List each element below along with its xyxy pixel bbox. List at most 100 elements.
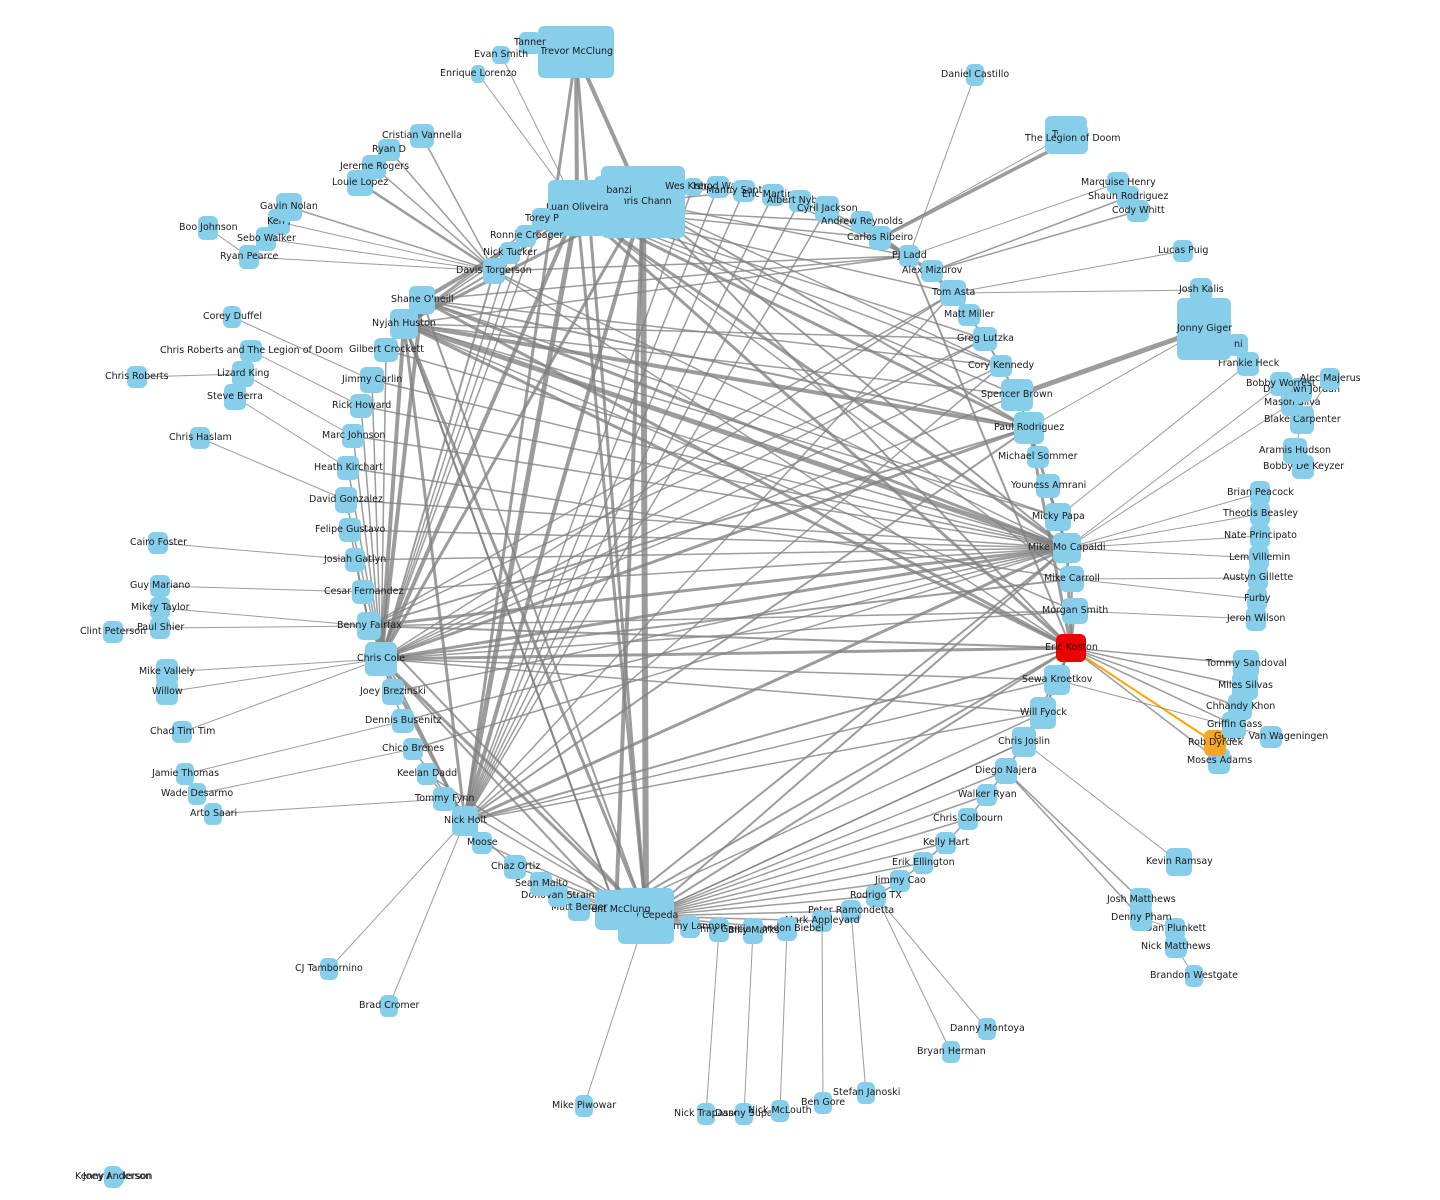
graph-node-arto-saari[interactable]	[204, 803, 222, 825]
graph-node-chico-brenes[interactable]	[403, 738, 423, 760]
graph-node-nick-mclouth[interactable]	[771, 1100, 789, 1122]
graph-node-greg-lutzka[interactable]	[973, 327, 997, 351]
graph-node-jamie-thomas[interactable]	[176, 763, 194, 785]
graph-node-tommy-lannon[interactable]	[680, 916, 700, 938]
graph-node-clint-peterson[interactable]	[103, 621, 123, 643]
graph-node-chris-haslam[interactable]	[190, 427, 210, 449]
graph-node-ishod-wair[interactable]	[707, 176, 729, 198]
graph-node-rob-dyrdek[interactable]	[1204, 730, 1226, 756]
graph-node-mike-piwowar[interactable]	[575, 1095, 593, 1117]
graph-node-paul-rodriguez[interactable]	[1014, 412, 1044, 444]
graph-node-joey-brezinski[interactable]	[382, 679, 404, 705]
graph-node-rick-howard[interactable]	[350, 394, 372, 418]
graph-node-austyn-gillette[interactable]	[1248, 566, 1268, 590]
graph-node-walker-ryan[interactable]	[977, 784, 997, 806]
graph-node-kevin-ramsay[interactable]	[1166, 848, 1192, 876]
graph-node-brandon-biebel[interactable]	[777, 917, 797, 941]
graph-node-chad-tim-tim[interactable]	[172, 721, 192, 743]
graph-node-daniel-castillo[interactable]	[966, 64, 984, 86]
graph-node-nate-principato[interactable]	[1250, 524, 1270, 548]
graph-node-sewa-kroetkov[interactable]	[1044, 665, 1070, 695]
graph-node-mikey-taylor[interactable]	[150, 597, 170, 619]
graph-node-lem-villemin[interactable]	[1249, 546, 1269, 570]
graph-node-dashawn-jordan[interactable]	[1290, 378, 1312, 402]
graph-node-louie-lopez[interactable]	[347, 170, 373, 196]
graph-node-moose[interactable]	[472, 832, 492, 854]
graph-node-carlos-ribeiro[interactable]	[869, 226, 891, 250]
graph-node-chris-roberts-legion[interactable]	[240, 340, 262, 362]
graph-node-furby[interactable]	[1247, 587, 1267, 611]
graph-node-youness-amrani[interactable]	[1036, 474, 1060, 498]
graph-node-frankie-heck[interactable]	[1237, 352, 1259, 376]
graph-node-wes-kremer[interactable]	[684, 178, 702, 196]
graph-node-tom-asta[interactable]	[940, 280, 966, 306]
graph-node-guy-mariano[interactable]	[150, 575, 170, 597]
graph-node-cesar-fernandez[interactable]	[352, 580, 374, 604]
graph-node-eric-koston[interactable]	[1056, 634, 1086, 662]
graph-node-willow[interactable]	[156, 679, 178, 705]
graph-node-jimmy-carlin[interactable]	[360, 367, 384, 393]
graph-node-erik-ellington[interactable]	[913, 852, 933, 874]
graph-node-dan-plunkett[interactable]	[1165, 918, 1185, 940]
graph-node-steve-berra[interactable]	[224, 384, 246, 410]
graph-node-trevor-mcclung[interactable]	[538, 26, 614, 78]
graph-node-brian-peacock[interactable]	[1250, 481, 1270, 505]
graph-node-geiger-van-wageningen[interactable]	[1260, 726, 1282, 748]
graph-node-eric-martinez[interactable]	[762, 184, 784, 206]
graph-node-kelly-hart[interactable]	[936, 832, 956, 854]
graph-node-chaz-ortiz[interactable]	[504, 855, 526, 879]
graph-node-nick-tucker[interactable]	[500, 242, 520, 264]
graph-node-jimmy-cao[interactable]	[890, 870, 910, 892]
graph-node-shane-oneill[interactable]	[409, 286, 435, 314]
graph-node-felipe-gustavo[interactable]	[339, 518, 361, 542]
graph-node-heath-kirchart[interactable]	[337, 456, 359, 480]
graph-node-albert-nyberg[interactable]	[789, 190, 811, 212]
graph-node-ben-gore[interactable]	[814, 1092, 832, 1114]
graph-node-danny-supa[interactable]	[735, 1103, 753, 1125]
graph-node-ryan-pearce[interactable]	[239, 245, 259, 269]
graph-node-ni-hidden[interactable]	[1228, 334, 1248, 356]
graph-node-mark-appleyard[interactable]	[812, 910, 832, 932]
graph-node-pj-ladd[interactable]	[899, 245, 919, 267]
graph-node-legion-of-doom[interactable]	[1058, 124, 1088, 154]
graph-node-boo-johnson[interactable]	[198, 216, 218, 240]
graph-node-dennis-busenitz[interactable]	[392, 709, 414, 733]
graph-node-nyjah-huston[interactable]	[390, 309, 418, 339]
graph-node-chris-cole[interactable]	[365, 642, 397, 676]
graph-node-stefan-janoski[interactable]	[857, 1082, 875, 1104]
graph-node-brandon-westgate[interactable]	[1185, 965, 1203, 987]
graph-node-wade-desarmo[interactable]	[188, 783, 206, 805]
graph-node-jonny-giger[interactable]	[1177, 298, 1231, 360]
graph-node-marc-johnson[interactable]	[342, 424, 364, 448]
graph-node-theotis-beasley[interactable]	[1250, 502, 1270, 526]
graph-node-torey-p[interactable]	[532, 208, 552, 230]
graph-node-manny-santiago[interactable]	[733, 180, 755, 202]
graph-node-andrew-reynolds[interactable]	[851, 211, 873, 233]
graph-node-matt-miller[interactable]	[958, 304, 980, 326]
graph-node-enrique-lorenzo[interactable]	[471, 65, 485, 83]
graph-node-josiah-gatlyn[interactable]	[345, 548, 365, 572]
graph-node-cristian-vannella[interactable]	[410, 124, 434, 148]
graph-node-trent-mcclung[interactable]	[595, 890, 637, 930]
graph-node-sean-malto[interactable]	[530, 872, 552, 896]
graph-node-cyril-jackson[interactable]	[815, 196, 839, 222]
graph-node-micky-papa[interactable]	[1045, 503, 1071, 531]
graph-node-evan-smith[interactable]	[492, 46, 510, 64]
graph-node-mike-carroll[interactable]	[1060, 566, 1084, 592]
graph-node-peter-ramondetta[interactable]	[841, 900, 861, 922]
graph-node-paul-shier[interactable]	[150, 617, 170, 639]
graph-node-chris-roberts[interactable]	[127, 366, 147, 388]
graph-node-chris-colbourn[interactable]	[958, 808, 978, 830]
graph-node-benny-fairfax[interactable]	[357, 612, 381, 640]
graph-node-cory-kennedy[interactable]	[990, 355, 1012, 377]
graph-node-gilbert-crockett[interactable]	[374, 338, 398, 362]
graph-node-cj-tambornino[interactable]	[320, 958, 338, 980]
graph-node-brad-cromer[interactable]	[380, 995, 398, 1017]
graph-node-nick-matthews[interactable]	[1165, 936, 1187, 958]
graph-node-nick-holt[interactable]	[452, 806, 478, 836]
graph-node-morgan-smith[interactable]	[1062, 598, 1088, 624]
graph-node-josh-kalis[interactable]	[1190, 278, 1212, 302]
graph-node-bobby-worrest[interactable]	[1270, 372, 1292, 396]
graph-node-danny-montoya[interactable]	[978, 1018, 996, 1040]
